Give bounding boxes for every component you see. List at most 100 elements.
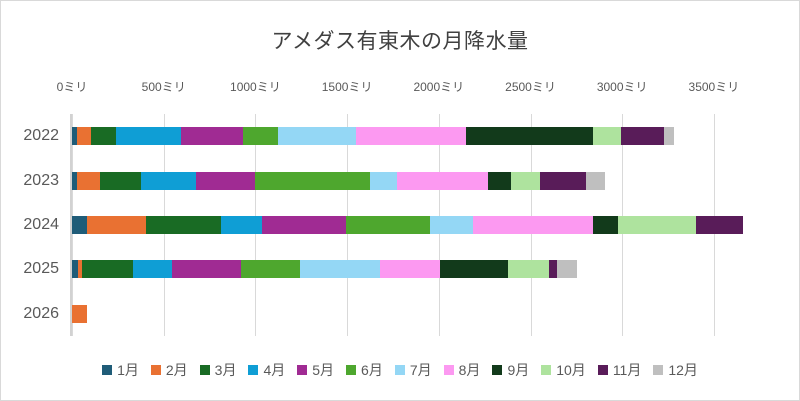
- y-axis-category-label: 2025: [23, 260, 59, 278]
- bar-segment-2024-8月[interactable]: [472, 216, 593, 234]
- bar-segment-2025-12月[interactable]: [557, 260, 578, 279]
- x-axis-tick-label: 2500ミリ: [505, 80, 556, 94]
- legend-swatch-icon: [297, 365, 308, 375]
- bar-segment-2025-6月[interactable]: [240, 260, 301, 279]
- chart-legend: 1月 2月 3月 4月 5月 6月 7月 8月 9月 10月 11月 12月: [1, 360, 799, 380]
- bar-segment-2022-10月[interactable]: [592, 127, 622, 146]
- bar-segment-2023-6月[interactable]: [255, 171, 371, 190]
- bar-segment-2022-5月[interactable]: [181, 127, 244, 146]
- bar-segment-2023-1月[interactable]: [72, 171, 77, 190]
- bar-segment-2025-11月[interactable]: [548, 260, 558, 279]
- legend-label: 6月: [361, 362, 383, 378]
- bar-segment-2023-9月[interactable]: [488, 171, 512, 190]
- bar-segment-2024-7月[interactable]: [429, 216, 473, 234]
- bar-segment-2022-8月[interactable]: [356, 127, 467, 146]
- bar-segment-2025-10月[interactable]: [508, 260, 549, 279]
- legend-label: 4月: [263, 362, 286, 378]
- x-axis-tick-label: 3000ミリ: [596, 80, 648, 94]
- bar-segment-2022-1月[interactable]: [72, 127, 77, 146]
- bar-segment-2025-2月[interactable]: [78, 260, 83, 279]
- legend-item-8月[interactable]: 8月: [443, 360, 481, 380]
- bar-segment-2025-8月[interactable]: [380, 260, 440, 279]
- bar-segment-2024-9月[interactable]: [592, 216, 618, 234]
- x-axis-tick-label: 3500ミリ: [688, 80, 740, 94]
- legend-label: 12月: [668, 362, 698, 378]
- legend-swatch-icon: [346, 365, 357, 375]
- legend-label: 5月: [312, 362, 335, 378]
- bar-segment-2025-9月[interactable]: [439, 260, 509, 279]
- bar-segment-2022-11月[interactable]: [621, 127, 665, 146]
- legend-swatch-icon: [248, 365, 259, 375]
- bar-segment-2023-5月[interactable]: [195, 171, 256, 190]
- bar-segment-2023-2月[interactable]: [76, 171, 101, 190]
- bar-segment-2022-3月[interactable]: [91, 127, 116, 146]
- legend-swatch-icon: [150, 365, 161, 375]
- x-axis-tick-label: 1500ミリ: [321, 80, 373, 94]
- bar-segment-2024-5月[interactable]: [261, 216, 347, 234]
- bar-segment-2026-2月[interactable]: [72, 304, 87, 323]
- legend-item-3月[interactable]: 3月: [199, 360, 237, 380]
- category-axis-line: [70, 114, 72, 336]
- x-axis-tick-label: 2000ミリ: [413, 80, 465, 94]
- bar-segment-2022-6月[interactable]: [243, 127, 279, 146]
- bar-segment-2024-10月[interactable]: [617, 216, 696, 234]
- bar-segment-2023-7月[interactable]: [370, 171, 397, 190]
- bar-segment-2023-4月[interactable]: [140, 171, 196, 190]
- legend-item-1月[interactable]: 1月: [102, 360, 139, 380]
- bar-segment-2022-12月[interactable]: [664, 127, 674, 146]
- legend-swatch-icon: [199, 365, 210, 375]
- bar-segment-2025-3月[interactable]: [82, 260, 133, 279]
- bar-segment-2025-7月[interactable]: [300, 260, 381, 279]
- bar-segment-2023-10月[interactable]: [511, 171, 540, 190]
- legend-item-6月[interactable]: 6月: [346, 360, 383, 380]
- bar-segment-2024-3月[interactable]: [146, 216, 222, 234]
- legend-label: 10月: [556, 362, 586, 378]
- legend-label: 2月: [165, 362, 188, 378]
- bar-segment-2023-8月[interactable]: [396, 171, 489, 190]
- y-axis-category-label: 2026: [23, 304, 59, 322]
- legend-item-7月[interactable]: 7月: [394, 360, 432, 380]
- legend-item-2月[interactable]: 2月: [150, 360, 188, 380]
- legend-swatch-icon: [492, 365, 503, 375]
- bar-segment-2024-11月[interactable]: [695, 216, 744, 234]
- legend-item-12月[interactable]: 12月: [653, 360, 698, 380]
- chart-title: アメダス有東木の月降水量: [271, 30, 529, 53]
- legend-item-4月[interactable]: 4月: [248, 360, 285, 380]
- legend-swatch-icon: [443, 365, 454, 375]
- legend-item-10月[interactable]: 10月: [541, 360, 586, 380]
- legend-label: 9月: [507, 362, 530, 378]
- legend-label: 11月: [612, 362, 642, 378]
- bar-segment-2024-6月[interactable]: [346, 216, 430, 234]
- x-axis-tick-label: 0ミリ: [56, 80, 88, 94]
- x-axis-tick-label: 1000ミリ: [230, 80, 281, 94]
- legend-label: 7月: [409, 362, 432, 378]
- x-axis-tick-label: 500ミリ: [141, 80, 186, 94]
- y-axis-category-label: 2023: [23, 171, 59, 189]
- legend-swatch-icon: [541, 365, 552, 375]
- bar-segment-2022-7月[interactable]: [278, 127, 357, 146]
- bar-segment-2024-4月[interactable]: [221, 216, 262, 234]
- bar-segment-2025-1月[interactable]: [72, 260, 79, 279]
- legend-swatch-icon: [102, 365, 113, 375]
- bar-segment-2025-4月[interactable]: [132, 260, 172, 279]
- legend-label: 3月: [214, 362, 237, 378]
- bar-segment-2022-9月[interactable]: [466, 127, 593, 146]
- bar-segment-2023-11月[interactable]: [539, 171, 587, 190]
- legend-item-9月[interactable]: 9月: [492, 360, 529, 380]
- legend-label: 8月: [458, 362, 481, 378]
- bar-segment-2023-3月[interactable]: [100, 171, 141, 190]
- legend-item-5月[interactable]: 5月: [297, 360, 334, 380]
- legend-swatch-icon: [394, 365, 405, 375]
- bar-segment-2024-1月[interactable]: [72, 216, 87, 234]
- bar-segment-2023-12月[interactable]: [586, 171, 605, 190]
- legend-item-11月[interactable]: 11月: [597, 360, 642, 380]
- bar-segment-2022-4月[interactable]: [116, 127, 182, 146]
- bar-segment-2025-5月[interactable]: [171, 260, 241, 279]
- y-axis-category-label: 2024: [23, 216, 59, 233]
- legend-label: 1月: [117, 362, 139, 378]
- bar-segment-2024-2月[interactable]: [86, 216, 147, 234]
- bar-segment-2022-2月[interactable]: [76, 127, 92, 146]
- legend-swatch-icon: [653, 365, 664, 375]
- legend-swatch-icon: [597, 365, 608, 375]
